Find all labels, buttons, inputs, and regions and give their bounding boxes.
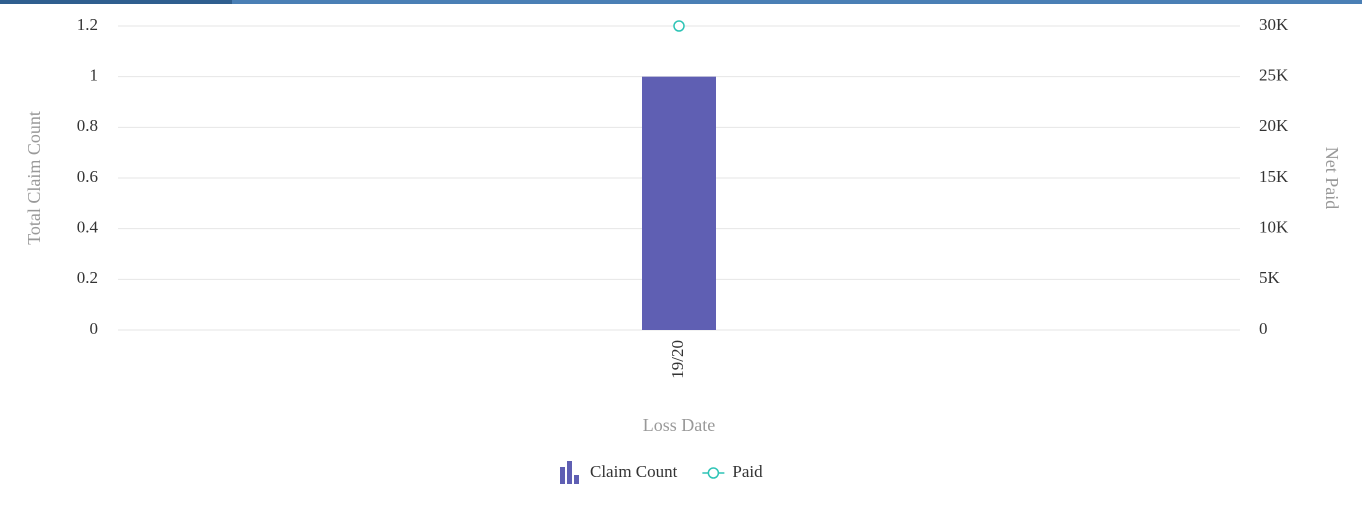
top-bar — [0, 0, 1362, 4]
y-axis-title: Total Claim Count — [24, 111, 44, 245]
legend-label: Paid — [732, 462, 763, 481]
y-tick-label: 0.8 — [77, 116, 98, 135]
y-tick-label: 0.4 — [77, 218, 99, 237]
y2-axis-title: Net Paid — [1322, 147, 1342, 210]
y-tick-label: 0.2 — [77, 268, 98, 287]
y2-tick-label: 30K — [1259, 15, 1289, 34]
legend-label: Claim Count — [590, 462, 678, 481]
y2-tick-label: 20K — [1259, 116, 1289, 135]
legend-icon — [574, 475, 579, 484]
y2-tick-label: 10K — [1259, 218, 1289, 237]
x-axis-title: Loss Date — [643, 415, 715, 435]
y2-tick-label: 15K — [1259, 167, 1289, 186]
y-tick-label: 0.6 — [77, 167, 98, 186]
y2-tick-label: 0 — [1259, 319, 1268, 338]
x-tick-label: 19/20 — [668, 340, 687, 379]
bar — [642, 76, 716, 331]
y-tick-label: 1.2 — [77, 15, 98, 34]
line-marker — [673, 20, 685, 32]
y2-tick-label: 5K — [1259, 268, 1281, 287]
y-tick-label: 0 — [90, 319, 99, 338]
y-tick-label: 1 — [90, 66, 99, 85]
legend-icon — [567, 461, 572, 484]
top-bar-tab — [0, 0, 232, 4]
legend-icon — [560, 467, 565, 484]
legend-icon — [707, 467, 720, 479]
y2-tick-label: 25K — [1259, 66, 1289, 85]
